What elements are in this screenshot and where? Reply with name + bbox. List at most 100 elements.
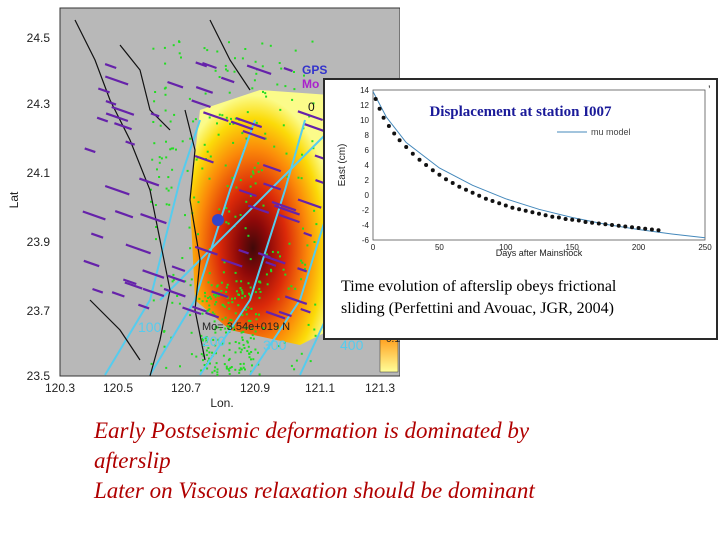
- observation-point: [430, 168, 435, 173]
- aftershock-point: [306, 244, 309, 247]
- aftershock-point: [240, 348, 243, 351]
- aftershock-point: [300, 177, 303, 180]
- gps-vector: [284, 295, 308, 305]
- aftershock-point: [244, 326, 247, 329]
- lon-tick: 121.1: [305, 381, 335, 395]
- aftershock-point: [216, 373, 219, 376]
- aftershock-point: [213, 369, 216, 372]
- aftershock-point: [224, 164, 227, 167]
- aftershock-point: [293, 71, 295, 73]
- aftershock-point: [208, 357, 210, 360]
- gps-vector: [138, 303, 150, 310]
- observation-point: [457, 184, 462, 189]
- y-tick-label: 14: [360, 86, 369, 95]
- aftershock-point: [215, 294, 217, 297]
- aftershock-point: [244, 48, 247, 50]
- aftershock-point: [293, 368, 296, 371]
- aftershock-point: [225, 331, 227, 334]
- aftershock-point: [225, 116, 228, 119]
- aftershock-point: [234, 215, 237, 218]
- aftershock-point: [150, 362, 153, 365]
- aftershock-point: [225, 286, 228, 289]
- aftershock-point: [164, 93, 167, 96]
- gps-vector: [278, 310, 292, 318]
- aftershock-point: [240, 368, 243, 371]
- aftershock-point: [265, 273, 268, 276]
- aftershock-point: [251, 328, 254, 330]
- aftershock-point: [282, 124, 285, 127]
- aftershock-point: [172, 278, 175, 281]
- aftershock-point: [276, 326, 279, 329]
- aftershock-point: [300, 278, 302, 281]
- conclusion-line: Early Postseismic deformation is dominat…: [94, 418, 530, 443]
- x-tick-label: 150: [566, 243, 580, 252]
- aftershock-point: [241, 314, 244, 317]
- aftershock-point: [235, 290, 238, 293]
- aftershock-point: [300, 352, 303, 355]
- aftershock-point: [229, 122, 231, 125]
- aftershock-point: [179, 365, 181, 368]
- aftershock-point: [254, 60, 257, 63]
- aftershock-point: [190, 278, 193, 281]
- aftershock-point: [204, 291, 206, 294]
- lat-tick: 23.5: [27, 369, 51, 383]
- aftershock-point: [202, 359, 204, 362]
- aftershock-point: [214, 295, 217, 298]
- gps-vector: [114, 122, 132, 131]
- aftershock-point: [164, 109, 167, 112]
- aftershock-point: [188, 226, 191, 229]
- aftershock-point: [226, 185, 229, 187]
- displacement-chart: -6 -4 -2 0 2 4 6 8 10 12 14 0 50 100 150 200 250 mu mod…: [337, 83, 712, 258]
- gps-vector: [271, 200, 297, 212]
- aftershock-point: [234, 368, 237, 371]
- gps-vector: [242, 129, 266, 140]
- observation-point: [464, 187, 468, 192]
- aftershock-point: [290, 285, 293, 288]
- aftershock-point: [222, 271, 225, 274]
- y-tick-label: 6: [365, 146, 370, 155]
- gps-vector: [300, 307, 311, 314]
- coastlines: [74, 19, 251, 377]
- aftershock-point: [304, 268, 306, 270]
- gps-vector: [191, 99, 211, 109]
- aftershock-point: [225, 207, 228, 210]
- aftershock-point: [262, 90, 264, 93]
- inset-panel: -6 -4 -2 0 2 4 6 8 10 12 14 0 50 100 150 200 250 mu mod…: [323, 78, 718, 340]
- y-tick-labels: -6 -4 -2 0 2 4 6 8 10 12 14: [360, 86, 369, 245]
- aftershock-point: [254, 330, 257, 333]
- aftershock-point: [247, 345, 250, 348]
- observation-point: [576, 218, 581, 223]
- aftershock-point: [214, 69, 217, 72]
- gps-vector: [265, 261, 277, 267]
- gps-vector: [82, 210, 106, 221]
- gps-vector: [263, 182, 282, 191]
- aftershock-point: [234, 57, 236, 60]
- aftershock-point: [207, 347, 210, 349]
- aftershock-point: [189, 247, 192, 250]
- aftershock-point: [216, 326, 219, 329]
- aftershock-point: [255, 72, 258, 75]
- aftershock-point: [214, 331, 217, 334]
- aftershock-point: [208, 116, 211, 119]
- aftershock-point: [216, 50, 219, 53]
- aftershock-point: [283, 341, 286, 344]
- aftershock-point: [247, 234, 250, 237]
- y-tick-label: -2: [362, 206, 370, 215]
- aftershock-point: [232, 141, 235, 144]
- aftershock-point: [208, 272, 211, 275]
- lat-ticks: 24.5 24.3 24.1 23.9 23.7 23.5: [27, 31, 51, 383]
- legend-gps: GPS: [302, 63, 327, 77]
- aftershock-point: [190, 331, 193, 334]
- aftershock-point: [315, 223, 318, 226]
- aftershock-point: [228, 321, 231, 324]
- aftershock-point: [216, 122, 218, 125]
- gps-vector: [220, 76, 235, 84]
- aftershock-point: [221, 318, 224, 321]
- gps-vector: [315, 179, 325, 185]
- y-tick-label: -6: [362, 236, 370, 245]
- aftershock-point: [246, 326, 248, 329]
- lon-tick: 120.7: [171, 381, 201, 395]
- aftershock-point: [226, 69, 229, 72]
- aftershock-point: [234, 271, 237, 274]
- gps-vector: [238, 188, 257, 198]
